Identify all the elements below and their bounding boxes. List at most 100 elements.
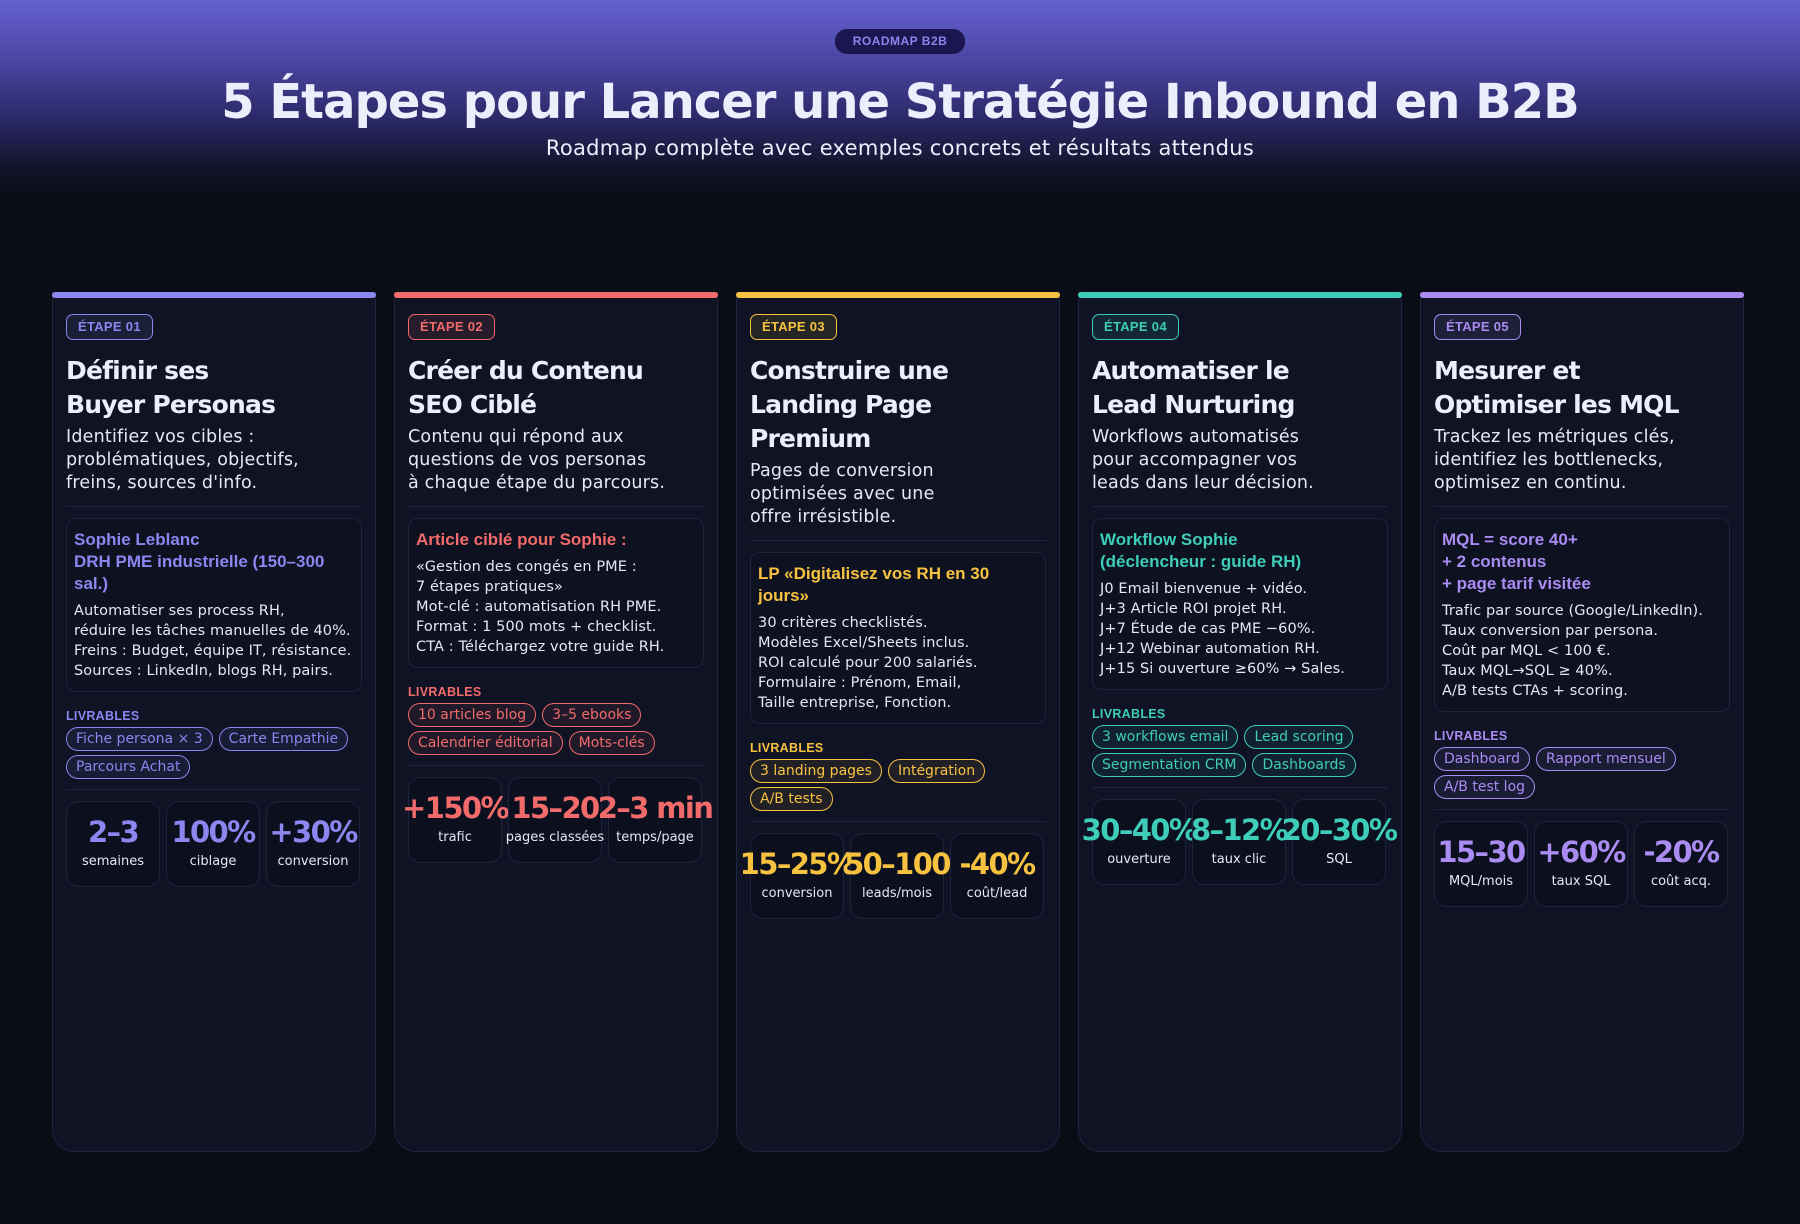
stat-box: +30% conversion — [266, 801, 360, 887]
step-accent-bar — [1420, 292, 1744, 298]
example-title: MQL = score 40+ + 2 contenus + page tari… — [1442, 530, 1591, 593]
stat-value: 2–3 min — [597, 791, 714, 825]
example-title: Sophie Leblanc DRH PME industrielle (150… — [74, 530, 325, 593]
hero-header: ROADMAP B2B 5 Étapes pour Lancer une Str… — [0, 0, 1800, 200]
livrables-tags: Dashboard Rapport mensuel A/B test log — [1434, 747, 1730, 799]
livrable-tag: Dashboards — [1252, 753, 1356, 777]
stat-box: 50–100 leads/mois — [844, 833, 951, 919]
step-accent-bar — [1078, 292, 1402, 298]
stat-label: ciblage — [189, 854, 237, 869]
stat-box: -20% coût acq. — [1634, 821, 1728, 907]
livrables-label: LIVRABLES — [1434, 729, 1508, 743]
livrable-tag: Rapport mensuel — [1535, 747, 1676, 771]
stat-value: 100% — [171, 815, 256, 849]
livrable-tag: Mots-clés — [568, 731, 655, 755]
step-badge: ÉTAPE 03 — [750, 314, 837, 340]
divider — [408, 506, 704, 507]
step-title: Mesurer et Optimiser les MQL — [1434, 356, 1680, 419]
livrables-tags: 10 articles blog 3–5 ebooks Calendrier édi… — [408, 703, 704, 755]
divider — [408, 765, 704, 766]
stat-value: +30% — [269, 815, 358, 849]
example-body: J0 Email bienvenue + vidéo. J+3 Article … — [1100, 581, 1345, 677]
stat-value: 15–30 — [1437, 835, 1526, 869]
livrables-label: LIVRABLES — [750, 741, 824, 755]
livrable-tag: Calendrier éditorial — [408, 731, 563, 755]
step-accent-bar — [52, 292, 376, 298]
stats-row: 30–40% ouverture 8–12% taux clic 20–30% SQL — [1082, 799, 1398, 885]
stat-label: SQL — [1326, 852, 1352, 867]
livrable-tag: Intégration — [887, 759, 986, 783]
stat-value: -40% — [959, 847, 1036, 881]
step-badge: ÉTAPE 02 — [408, 314, 495, 340]
stat-box: +60% taux SQL — [1534, 821, 1628, 907]
stat-label: conversion — [761, 886, 833, 901]
livrable-tag: Carte Empathie — [218, 727, 349, 751]
stat-value: -20% — [1643, 835, 1720, 869]
step-accent-bar — [736, 292, 1060, 298]
stat-box: 15–25% conversion — [740, 833, 856, 919]
step-description: Contenu qui répond aux questions de vos … — [408, 427, 666, 493]
example-box: MQL = score 40+ + 2 contenus + page tari… — [1434, 518, 1730, 712]
step-card-5: ÉTAPE 05 Mesurer et Optimiser les MQL Tr… — [1420, 292, 1744, 1152]
livrables-tags: Fiche persona × 3 Carte Empathie Parcours … — [66, 727, 362, 779]
stat-box: 2–3 semaines — [66, 801, 160, 887]
stat-box: 15–20 pages classées — [506, 777, 604, 863]
stat-label: taux SQL — [1551, 874, 1611, 889]
divider — [66, 506, 362, 507]
roadmap-badge: ROADMAP B2B — [835, 29, 965, 54]
stat-value: 50–100 — [844, 847, 951, 881]
step-description: Trackez les métriques clés, identifiez l… — [1434, 427, 1675, 493]
step-card-2: ÉTAPE 02 Créer du Contenu SEO Ciblé Cont… — [394, 292, 718, 1152]
livrables-label: LIVRABLES — [66, 709, 140, 723]
step-badge: ÉTAPE 05 — [1434, 314, 1521, 340]
stat-label: semaines — [81, 854, 145, 869]
livrables-label: LIVRABLES — [1092, 707, 1166, 721]
stat-label: leads/mois — [862, 886, 932, 901]
livrable-tag: Parcours Achat — [66, 755, 191, 779]
divider — [66, 789, 362, 790]
livrable-tag: 10 articles blog — [408, 703, 537, 727]
example-body: «Gestion des congés en PME : 7 étapes pr… — [416, 559, 665, 655]
step-card-3: ÉTAPE 03 Construire une Landing Page Pre… — [736, 292, 1060, 1152]
example-body: 30 critères checklistés. Modèles Excel/S… — [758, 615, 978, 711]
livrable-tag: 3 landing pages — [750, 759, 882, 783]
stat-value: 8–12% — [1190, 813, 1289, 847]
example-box: Article ciblé pour Sophie : «Gestion des… — [408, 518, 704, 668]
step-title: Définir ses Buyer Personas — [66, 356, 276, 419]
livrables-label: LIVRABLES — [408, 685, 482, 699]
divider — [1434, 506, 1730, 507]
stat-label: pages classées — [505, 830, 605, 845]
example-title: Workflow Sophie (déclencheur : guide RH) — [1100, 530, 1302, 571]
step-badge: ÉTAPE 01 — [66, 314, 153, 340]
stat-value: 30–40% — [1081, 813, 1198, 847]
stats-row: 2–3 semaines 100% ciblage +30% conversion — [66, 801, 362, 887]
example-box: Sophie Leblanc DRH PME industrielle (150… — [66, 518, 362, 692]
livrable-tag: A/B test log — [1434, 775, 1536, 799]
page-title: 5 Étapes pour Lancer une Stratégie Inbou… — [221, 74, 1579, 130]
stat-label: taux clic — [1211, 852, 1267, 867]
step-title: Construire une Landing Page Premium — [750, 356, 949, 453]
divider — [1092, 506, 1388, 507]
stat-box: 8–12% taux clic — [1191, 799, 1289, 885]
livrable-tag: Lead scoring — [1244, 725, 1354, 749]
step-accent-bar — [394, 292, 718, 298]
step-card-4: ÉTAPE 04 Automatiser le Lead Nurturing W… — [1078, 292, 1402, 1152]
stat-box: 15–30 MQL/mois — [1434, 821, 1528, 907]
stats-row: 15–30 MQL/mois +60% taux SQL -20% coût acq. — [1434, 821, 1730, 907]
divider — [750, 821, 1046, 822]
stat-label: MQL/mois — [1448, 874, 1514, 889]
livrable-tag: 3 workflows email — [1092, 725, 1239, 749]
stat-label: coût/lead — [966, 886, 1028, 901]
stat-label: temps/page — [616, 830, 694, 845]
step-description: Identifiez vos cibles : problématiques, … — [66, 427, 299, 493]
stats-row: 15–25% conversion 50–100 leads/mois -40% coût… — [740, 833, 1046, 919]
stat-box: +150% trafic — [402, 777, 510, 863]
stat-value: 15–20 — [511, 791, 600, 825]
stat-value: 2–3 — [87, 815, 140, 849]
example-box: LP «Digitalisez vos RH en 30 jours» 30 c… — [750, 552, 1046, 724]
livrable-tag: Dashboard — [1434, 747, 1530, 771]
example-title: Article ciblé pour Sophie : — [416, 530, 627, 549]
step-title: Automatiser le Lead Nurturing — [1092, 356, 1295, 419]
example-box: Workflow Sophie (déclencheur : guide RH)… — [1092, 518, 1388, 690]
divider — [1092, 787, 1388, 788]
